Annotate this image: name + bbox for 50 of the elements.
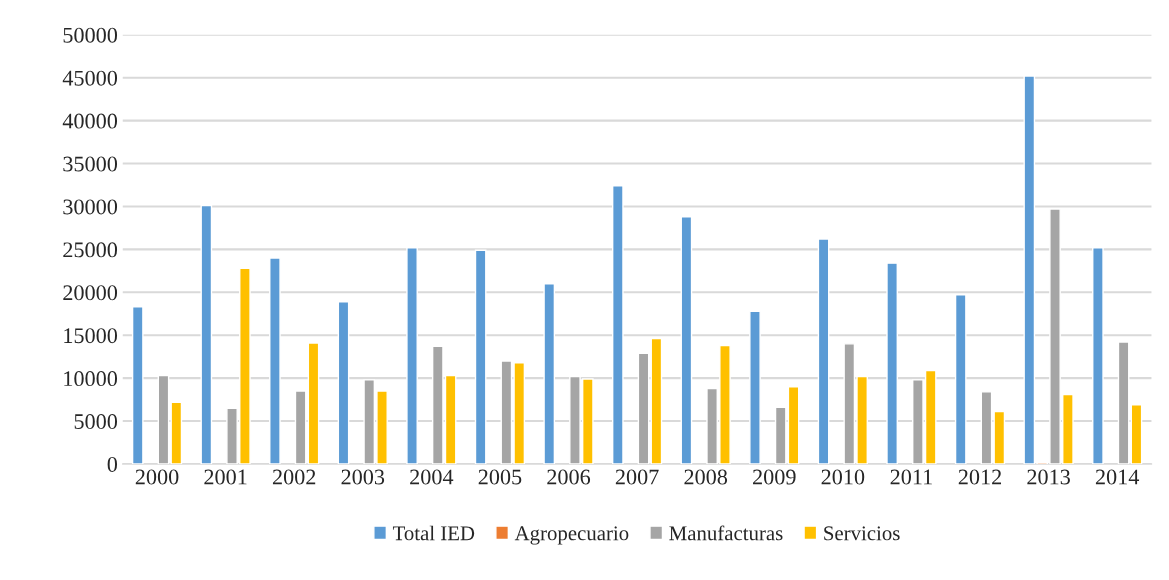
bar — [886, 262, 898, 464]
bar — [200, 204, 213, 464]
x-tick-label: 2013 — [1027, 469, 1070, 485]
y-tick-label: 15000 — [64, 328, 118, 344]
y-tick-label: 5000 — [74, 414, 118, 430]
bar — [269, 257, 281, 464]
x-tick-label: 2007 — [615, 469, 659, 485]
bar — [1117, 341, 1130, 464]
x-tick-label: 2006 — [547, 469, 591, 485]
bar — [1092, 246, 1104, 464]
x-tick-label: 2005 — [478, 469, 522, 485]
bar — [1130, 404, 1143, 464]
legend-label: Manufacturas — [669, 525, 783, 541]
x-tick-label: 2002 — [272, 469, 316, 485]
x-tick-label: 2012 — [958, 469, 1002, 485]
legend-label: Agropecuario — [514, 526, 629, 545]
bar — [650, 337, 663, 464]
bar — [337, 301, 350, 464]
legend-label: Servicios — [824, 526, 900, 541]
bar — [611, 185, 624, 464]
x-tick-label: 2010 — [821, 469, 865, 485]
bar — [294, 390, 307, 464]
bar — [954, 294, 967, 464]
y-tick-label: 30000 — [63, 199, 118, 215]
bar — [749, 310, 761, 464]
x-tick-label: 2001 — [204, 469, 247, 485]
y-tick-label: 25000 — [63, 242, 118, 258]
x-tick-label: 2011 — [890, 469, 932, 485]
x-tick-label: 2008 — [684, 469, 728, 485]
y-tick-label: 50000 — [63, 27, 118, 43]
y-tick-label: 10000 — [64, 371, 118, 387]
bar — [543, 283, 556, 464]
y-tick-label: 20000 — [63, 285, 118, 301]
bar — [474, 249, 487, 464]
bar — [307, 342, 320, 464]
x-tick-label: 2014 — [1095, 469, 1140, 485]
y-tick-label: 45000 — [62, 70, 118, 86]
x-tick-label: 2003 — [341, 469, 385, 485]
bar — [680, 216, 693, 464]
x-tick-label: 2009 — [753, 469, 796, 485]
y-tick-label: 0 — [107, 456, 118, 472]
bar — [637, 352, 650, 464]
x-tick-label: 2000 — [135, 469, 179, 485]
x-tick-label: 2004 — [410, 469, 454, 485]
bar — [817, 238, 830, 464]
y-tick-label: 35000 — [63, 156, 118, 172]
legend-label: Total IED — [392, 525, 475, 541]
bar — [131, 306, 144, 464]
bar — [406, 246, 418, 464]
y-tick-label: 40000 — [62, 113, 118, 129]
